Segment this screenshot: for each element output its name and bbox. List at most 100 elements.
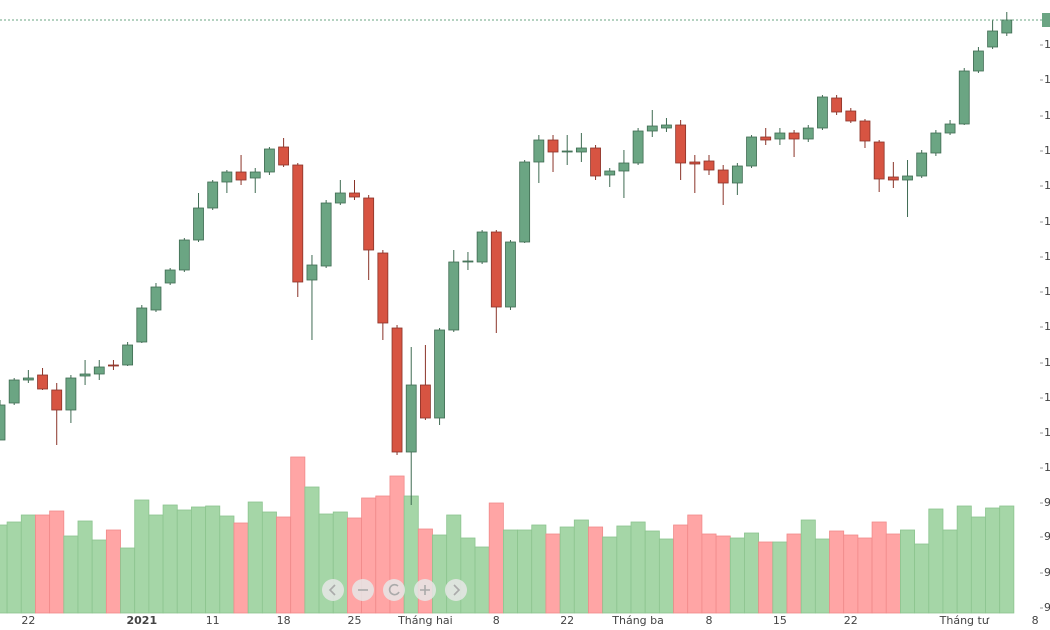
volume-bar bbox=[290, 456, 306, 614]
navigation-buttons bbox=[322, 579, 467, 601]
volume-bar bbox=[205, 505, 221, 614]
candle-body bbox=[377, 252, 389, 324]
candle-body bbox=[150, 286, 162, 311]
candle-body bbox=[958, 70, 970, 125]
volume-bar bbox=[588, 526, 604, 614]
volume-bar bbox=[247, 501, 263, 614]
candle-body bbox=[363, 197, 375, 251]
candle-body bbox=[887, 176, 899, 181]
candle-body bbox=[178, 239, 190, 271]
reset-button[interactable] bbox=[383, 579, 405, 601]
volume-bar bbox=[176, 509, 192, 614]
candle-body bbox=[136, 307, 148, 343]
volume-bar bbox=[900, 529, 916, 614]
volume-bar bbox=[800, 519, 816, 614]
candle-body bbox=[391, 327, 403, 453]
x-tick-label: 18 bbox=[277, 614, 291, 627]
volume-bar bbox=[432, 534, 448, 614]
volume-bar bbox=[20, 514, 36, 614]
candle-body bbox=[292, 164, 304, 283]
volume-bar bbox=[843, 534, 859, 614]
volume-bar bbox=[148, 514, 164, 614]
volume-bar bbox=[531, 524, 547, 614]
volume-tick-label: 9 bbox=[1044, 566, 1050, 579]
y-tick-label: 1 bbox=[1044, 391, 1050, 404]
y-tick-label: 1 bbox=[1044, 109, 1050, 122]
y-tick-label: 1 bbox=[1044, 38, 1050, 51]
scroll-right-button[interactable] bbox=[445, 579, 467, 601]
candle-body bbox=[632, 130, 644, 164]
x-tick-label: 22 bbox=[560, 614, 574, 627]
candle-body bbox=[774, 132, 786, 140]
candle-body bbox=[264, 148, 275, 173]
volume-bar bbox=[956, 505, 972, 614]
candle-body bbox=[108, 364, 119, 367]
volume-bar bbox=[758, 541, 774, 614]
y-tick-label: 1 bbox=[1044, 320, 1050, 333]
volume-bar bbox=[304, 486, 320, 614]
candle-body bbox=[0, 404, 6, 441]
candle-body bbox=[760, 136, 772, 141]
x-tick-label: 22 bbox=[844, 614, 858, 627]
volume-bar bbox=[602, 536, 618, 614]
y-tick-label: 1 bbox=[1044, 215, 1050, 228]
candle-body bbox=[902, 175, 913, 181]
candle-body bbox=[590, 147, 601, 177]
y-tick-label: 1 bbox=[1044, 285, 1050, 298]
candle-body bbox=[334, 192, 346, 204]
x-tick-label: 15 bbox=[773, 614, 787, 627]
candle-body bbox=[930, 132, 942, 154]
candle-body bbox=[533, 139, 545, 163]
candle-body bbox=[207, 181, 219, 209]
candle-body bbox=[193, 207, 204, 241]
volume-bar bbox=[545, 533, 561, 614]
volume-bar bbox=[786, 533, 802, 614]
volume-bar bbox=[559, 526, 575, 614]
x-tick-label: 2021 bbox=[126, 614, 157, 627]
volume-bar bbox=[928, 508, 944, 614]
zoom-in-button[interactable] bbox=[414, 579, 436, 601]
candle-body bbox=[462, 260, 474, 263]
candle-body bbox=[122, 344, 134, 366]
zoom-out-button[interactable] bbox=[352, 579, 374, 601]
volume-bar bbox=[772, 541, 788, 614]
candle-body bbox=[675, 124, 687, 164]
volume-bar bbox=[885, 533, 901, 614]
candle-body bbox=[646, 125, 658, 132]
candle-body bbox=[93, 366, 105, 375]
volume-bar bbox=[616, 525, 632, 614]
volume-bar bbox=[701, 533, 717, 614]
candle-body bbox=[916, 152, 928, 177]
candle-body bbox=[746, 136, 757, 167]
volume-bar bbox=[942, 529, 958, 614]
volume-bar bbox=[105, 529, 121, 614]
volume-bar bbox=[91, 539, 107, 614]
volume-bar bbox=[999, 505, 1015, 614]
x-tick-label: 8 bbox=[493, 614, 500, 627]
candle-body bbox=[37, 374, 48, 390]
candle-body bbox=[349, 192, 360, 198]
x-tick-label: Tháng hai bbox=[397, 614, 453, 627]
x-tick-label: 8 bbox=[706, 614, 713, 627]
volume-bar bbox=[474, 546, 490, 614]
candle-body bbox=[618, 162, 630, 172]
candle-body bbox=[547, 139, 559, 153]
x-tick-label: 11 bbox=[206, 614, 220, 627]
candle-body bbox=[661, 124, 672, 129]
candle-body bbox=[1001, 19, 1013, 34]
x-tick-label: Tháng tư bbox=[939, 614, 990, 627]
volume-bar bbox=[276, 516, 292, 614]
scroll-left-button[interactable] bbox=[322, 579, 344, 601]
volume-bar bbox=[261, 511, 277, 614]
candle-body bbox=[434, 329, 445, 419]
volume-bar bbox=[687, 514, 703, 614]
candle-body bbox=[973, 50, 984, 72]
candle-body bbox=[505, 241, 516, 308]
y-tick-label: 1 bbox=[1044, 426, 1050, 439]
volume-bar bbox=[488, 502, 504, 614]
candle-body bbox=[519, 161, 531, 243]
candle-body bbox=[873, 141, 885, 180]
x-tick-label: 22 bbox=[21, 614, 35, 627]
volume-bar bbox=[914, 543, 930, 614]
